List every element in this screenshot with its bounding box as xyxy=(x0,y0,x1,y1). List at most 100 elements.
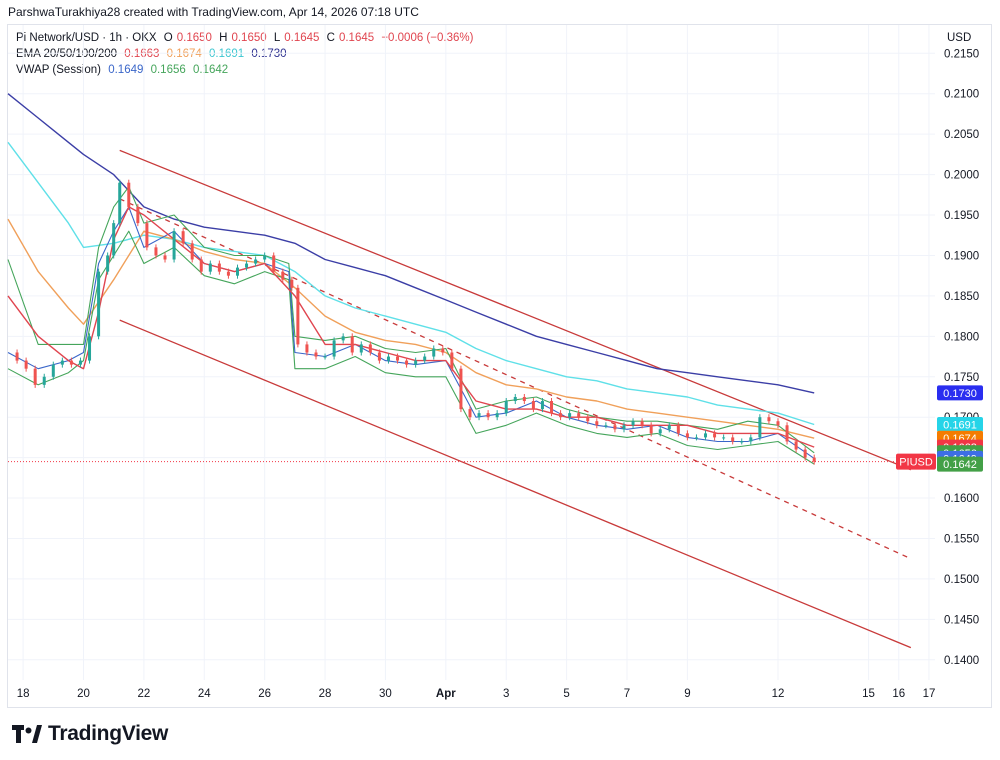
last-price-line: PIUSD xyxy=(8,453,936,470)
candle-body xyxy=(296,287,300,345)
trend-channel[interactable] xyxy=(119,149,912,649)
candle-body xyxy=(441,348,445,353)
candle-body xyxy=(486,413,490,418)
legend-vwap-lower-value: 0.1642 xyxy=(192,64,229,76)
candle-body xyxy=(359,344,363,353)
legend-change: −0.0006 (−0.36%) xyxy=(381,32,474,44)
candle-body xyxy=(803,449,807,458)
series-vwap-lower xyxy=(7,230,815,465)
candle-body xyxy=(559,413,563,418)
legend-vwap-row: VWAP (Session) 0.1649 0.1656 0.1642 xyxy=(16,62,477,78)
series-vwap-upper xyxy=(7,186,815,454)
legend-symbol[interactable]: Pi Network/USD · 1h · OKX xyxy=(16,32,157,44)
series-ema-200 xyxy=(7,93,815,394)
candle-body xyxy=(190,243,194,260)
candle-body xyxy=(676,425,680,434)
candle-body xyxy=(97,271,101,337)
candle-body xyxy=(263,255,267,260)
candle-body xyxy=(722,437,726,439)
candle-body xyxy=(477,413,481,418)
candle-body xyxy=(704,433,708,438)
chart-frame xyxy=(7,24,992,708)
candle-body xyxy=(154,247,158,256)
tradingview-logo-text: TradingView xyxy=(48,722,169,745)
candle-body xyxy=(208,263,212,272)
creator-line: ParshwaTurakhiya28 created with TradingV… xyxy=(8,5,419,19)
candle-body xyxy=(740,441,744,443)
legend-ohlc-h: H 0.1650 xyxy=(219,32,267,44)
legend-ohlc-o: O 0.1650 xyxy=(164,32,212,44)
candle-body xyxy=(136,206,140,224)
candle-body xyxy=(145,223,149,248)
legend-ema200-value: 0.1730 xyxy=(251,48,287,60)
candle-body xyxy=(217,263,221,272)
y-tick-label: 0.1900 xyxy=(944,250,979,262)
candle-body xyxy=(513,396,517,402)
x-tick-label: 7 xyxy=(624,688,630,700)
x-tick-label: 20 xyxy=(77,688,90,700)
last-price-symbol-label: PIUSD xyxy=(899,457,933,469)
x-tick-label: 15 xyxy=(862,688,875,700)
y-tick-label: 0.1500 xyxy=(944,574,979,586)
candle-body xyxy=(767,417,771,422)
x-tick-label: 18 xyxy=(17,688,30,700)
legend-vwap-value: 0.1649 xyxy=(108,64,144,76)
legend-symbol-row: Pi Network/USD · 1h · OKX O 0.1650 H 0.165… xyxy=(16,30,477,46)
candle-body xyxy=(33,368,37,385)
legend-vwap-label[interactable]: VWAP (Session) xyxy=(16,64,101,76)
trendline-channel-middle xyxy=(119,198,912,560)
chart-legend: Pi Network/USD · 1h · OKX O 0.1650 H 0.165… xyxy=(16,30,477,78)
y-tick-label: 0.2000 xyxy=(944,170,979,182)
candle-body xyxy=(51,364,55,377)
candle-body xyxy=(432,348,436,357)
candle-body xyxy=(694,437,698,439)
tradingview-logo[interactable]: TradingView xyxy=(12,720,168,748)
candle-body xyxy=(586,417,590,422)
candle-body xyxy=(226,271,230,276)
grid-lines xyxy=(8,25,935,680)
ohlc-key: H xyxy=(219,32,228,44)
candle-body xyxy=(69,360,73,365)
legend-ema50-value: 0.1674 xyxy=(166,48,202,60)
candle-body xyxy=(595,421,599,426)
candle-body xyxy=(649,425,653,434)
trendline-channel-bottom xyxy=(119,319,912,649)
legend-ema-label[interactable]: EMA 20/50/100/200 xyxy=(16,48,118,60)
candle-body xyxy=(281,271,285,280)
legend-ema20-value: 0.1663 xyxy=(124,48,160,60)
legend-ohlc-c: C 0.1645 xyxy=(327,32,375,44)
x-tick-label: 17 xyxy=(923,688,936,700)
x-tick-label: 22 xyxy=(137,688,150,700)
candle-body xyxy=(568,413,572,418)
price-badge-label: 0.1691 xyxy=(943,419,977,431)
x-tick-label: 12 xyxy=(772,688,785,700)
x-tick-label: 16 xyxy=(892,688,905,700)
legend-ema-row: EMA 20/50/100/200 0.1663 0.1674 0.1691 0… xyxy=(16,46,477,62)
candle-body xyxy=(254,259,258,264)
candle-body xyxy=(459,368,463,410)
candle-body xyxy=(495,413,499,418)
candle-body xyxy=(405,360,409,365)
candle-body xyxy=(550,401,554,414)
candle-body xyxy=(758,417,762,438)
candle-body xyxy=(812,457,816,462)
candle-body xyxy=(181,231,185,244)
x-tick-label: Apr xyxy=(436,688,456,700)
candle-body xyxy=(685,433,689,438)
candle-body xyxy=(199,259,203,272)
candle-body xyxy=(245,263,249,268)
candle-body xyxy=(531,401,535,410)
ohlc-value: 0.1650 xyxy=(231,32,267,44)
candle-body xyxy=(314,352,318,357)
y-tick-label: 0.2100 xyxy=(944,89,979,101)
x-tick-label: 3 xyxy=(503,688,509,700)
ohlc-value: 0.1645 xyxy=(338,32,375,44)
candle-body xyxy=(667,425,671,430)
candle-body xyxy=(613,425,617,430)
candle-body xyxy=(323,356,327,358)
candle-body xyxy=(749,437,753,442)
candle-body xyxy=(414,360,418,365)
y-tick-label: 0.1600 xyxy=(944,493,979,505)
candle-body xyxy=(290,279,294,288)
